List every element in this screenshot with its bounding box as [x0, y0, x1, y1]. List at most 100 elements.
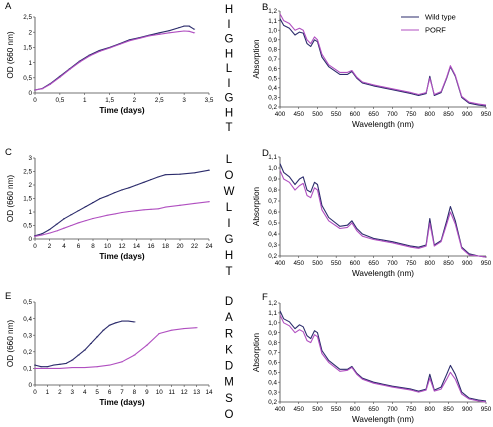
condition-letter: L [226, 202, 233, 214]
x-tick-label: 0 [33, 389, 37, 396]
y-tick-label: 1,1 [268, 154, 277, 161]
x-tick-label: 0 [33, 243, 37, 250]
y-axis-label: Absorption [252, 332, 261, 372]
y-tick-label: 0,1 [23, 366, 32, 373]
x-tick-label: 3 [182, 97, 186, 104]
y-tick-label: 0 [28, 236, 32, 243]
condition-letter: I [227, 218, 230, 230]
condition-letter: D [225, 296, 233, 308]
x-axis-label: Wavelength (nm) [352, 269, 414, 278]
y-tick-label: 0,5 [268, 75, 277, 82]
x-axis-label: Time (days) [99, 398, 145, 407]
x-tick-label: 400 [275, 260, 286, 267]
series-line-porf [279, 13, 487, 106]
x-tick-label: 16 [147, 243, 155, 250]
panel-letter-c: C [5, 147, 12, 158]
legend-label-wild-type: Wild type [425, 13, 456, 22]
x-tick-label: 900 [462, 260, 473, 267]
series-line-wild-type [279, 310, 487, 402]
series-line-porf [279, 169, 487, 258]
x-tick-label: 6 [77, 243, 81, 250]
x-tick-label: 2 [133, 97, 137, 104]
x-tick-label: 750 [406, 406, 417, 413]
x-tick-label: 0 [33, 97, 37, 104]
x-tick-label: 3,5 [205, 97, 214, 104]
y-tick-label: 0,3 [23, 332, 32, 339]
legend-label-porf: PORF [425, 26, 446, 35]
x-tick-label: 500 [312, 260, 323, 267]
x-tick-label: 900 [462, 111, 473, 118]
condition-letter: T [225, 122, 232, 134]
x-tick-label: 700 [387, 111, 398, 118]
y-tick-label: 0,3 [268, 389, 277, 396]
x-tick-label: 2 [48, 243, 52, 250]
x-tick-label: 500 [312, 406, 323, 413]
x-tick-label: 850 [443, 111, 454, 118]
x-tick-label: 600 [350, 260, 361, 267]
condition-letter: H [225, 107, 233, 119]
y-axis-label: Absorption [252, 39, 261, 79]
x-tick-label: 400 [275, 406, 286, 413]
condition-letter: O [225, 409, 234, 421]
y-tick-label: 0,7 [268, 198, 277, 205]
x-tick-label: 2 [58, 389, 62, 396]
x-tick-label: 850 [443, 260, 454, 267]
x-tick-label: 600 [350, 111, 361, 118]
panel-f: F 400 450 500 550 600 650 700 750 800 850 900 950 0,2… [252, 292, 492, 424]
condition-letter: O [225, 170, 234, 182]
x-tick-label: 750 [406, 260, 417, 267]
x-tick-label: 14 [205, 389, 213, 396]
y-axis-label: OD (660 nm) [6, 175, 15, 223]
series-line-wild-type [34, 25, 195, 91]
y-tick-label: 2,5 [23, 169, 32, 176]
x-tick-label: 14 [133, 243, 141, 250]
panel-d: D 400 450 500 550 600 650 700 750 800 850 900 950 0,2… [252, 148, 492, 278]
x-axis-label: Time (days) [99, 106, 145, 115]
y-tick-label: 1,5 [23, 196, 32, 203]
x-tick-label: 650 [368, 406, 379, 413]
x-tick-label: 450 [293, 111, 304, 118]
x-tick-label: 650 [368, 111, 379, 118]
panel-e: E0 1 2 3 4 5 6 7 8 9 10 11 12 13 1400,10,20,30,40,5Tim… [5, 291, 213, 407]
x-tick-label: 7 [120, 389, 124, 396]
x-tick-label: 900 [462, 406, 473, 413]
y-tick-label: 0,5 [268, 220, 277, 227]
condition-letter: L [226, 154, 233, 166]
x-axis-label: Wavelength (nm) [352, 415, 414, 424]
x-tick-label: 700 [387, 406, 398, 413]
y-tick-label: 0,4 [23, 316, 32, 323]
series-line-wild-type [34, 320, 135, 368]
series-line-wild-type [279, 163, 487, 258]
y-tick-label: 0,9 [268, 330, 277, 337]
x-tick-label: 13 [193, 389, 201, 396]
condition-letter: I [227, 19, 230, 31]
x-tick-label: 800 [425, 260, 436, 267]
y-tick-label: 1,1 [268, 18, 277, 25]
y-tick-label: 0,4 [268, 85, 277, 92]
y-tick-label: 2 [28, 29, 32, 36]
x-tick-label: 600 [350, 406, 361, 413]
x-tick-label: 1 [46, 389, 50, 396]
condition-letter: W [224, 186, 235, 198]
panel-a: A 0 0,5 1 1,5 2 2,5 3 3,5 0 0,5 1 1,5 2 2,5 Time (days)… [5, 1, 214, 115]
x-tick-label: 1 [83, 97, 87, 104]
x-tick-label: 12 [118, 243, 126, 250]
condition-letter: R [225, 328, 233, 340]
y-tick-label: 2 [28, 182, 32, 189]
x-tick-label: 500 [312, 111, 323, 118]
x-tick-label: 950 [481, 406, 492, 413]
series-line-porf [279, 314, 487, 403]
condition-letter: H [225, 250, 233, 262]
y-tick-label: 1,2 [268, 8, 277, 15]
y-tick-label: 0,9 [268, 176, 277, 183]
y-tick-label: 0,6 [268, 360, 277, 367]
x-tick-label: 800 [425, 111, 436, 118]
y-tick-label: 0 [28, 90, 32, 97]
x-tick-label: 8 [91, 243, 95, 250]
x-tick-label: 550 [331, 111, 342, 118]
x-tick-label: 22 [191, 243, 199, 250]
x-tick-label: 6 [108, 389, 112, 396]
condition-letter: G [225, 234, 234, 246]
